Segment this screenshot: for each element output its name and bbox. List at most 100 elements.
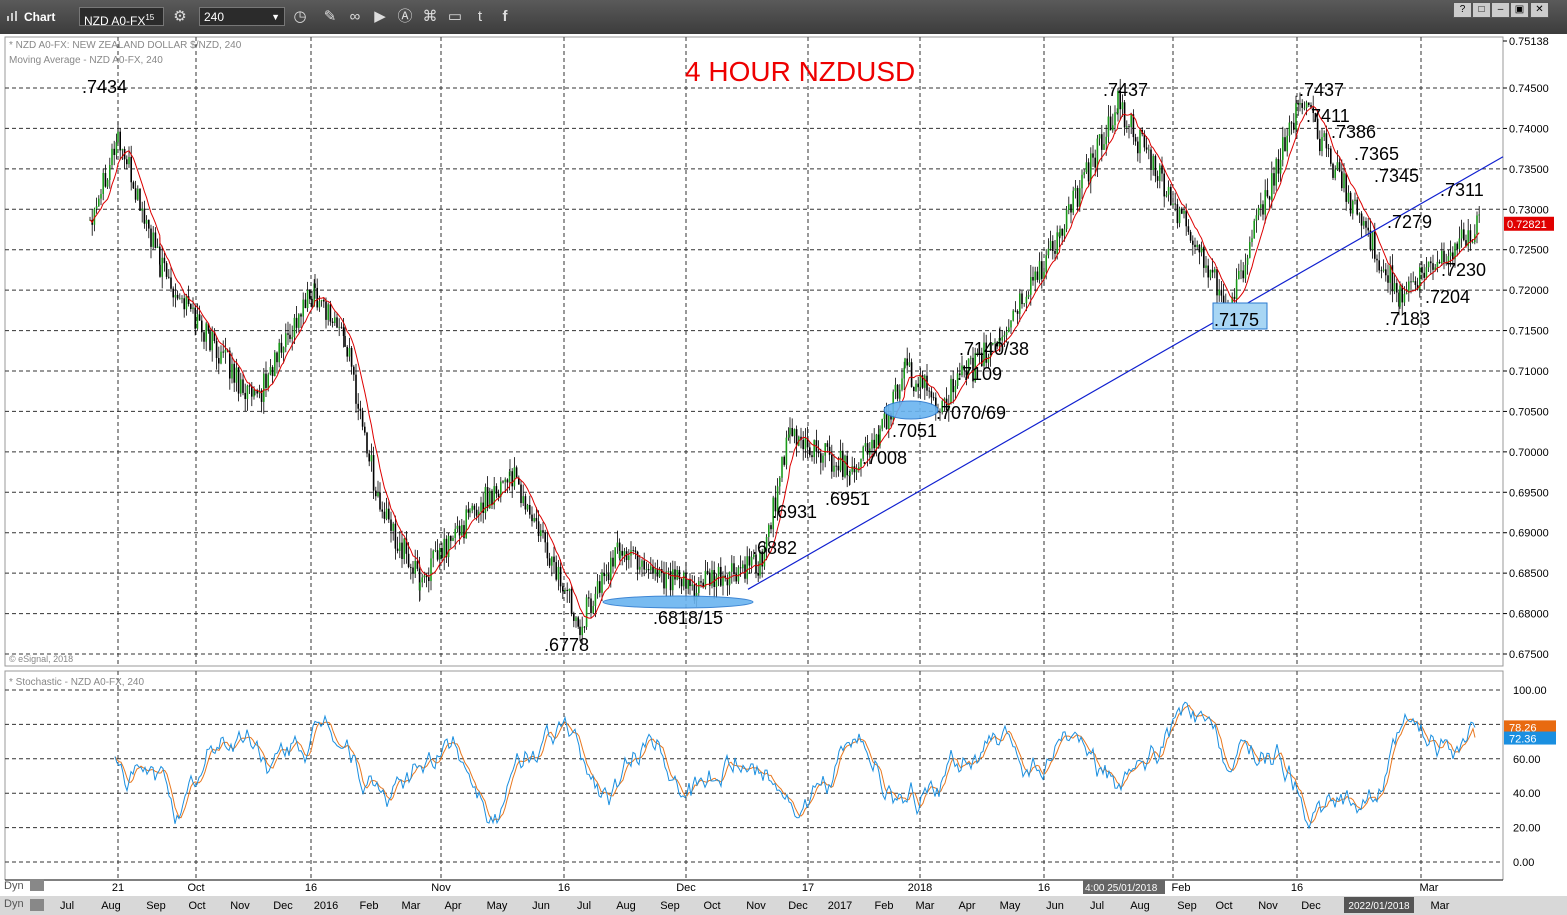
candle-body xyxy=(1412,281,1414,282)
candle-body xyxy=(1101,134,1103,150)
candle-body xyxy=(1036,271,1039,280)
candle-body xyxy=(531,514,533,522)
candle-body xyxy=(423,575,426,578)
link-icon[interactable]: ∞ xyxy=(349,8,361,25)
candle-body xyxy=(596,581,599,594)
chart-icon xyxy=(6,10,18,22)
candle-body xyxy=(1056,232,1058,254)
candle-body xyxy=(359,408,362,411)
candle-body xyxy=(529,504,531,515)
candle-body xyxy=(511,471,513,487)
candle-body xyxy=(1098,134,1101,139)
candle-body xyxy=(687,579,689,589)
candle-body xyxy=(248,385,251,387)
x-axis-lower-label: May xyxy=(487,900,508,912)
candle-body xyxy=(883,413,886,419)
tag-icon[interactable]: ⌘ xyxy=(422,8,438,25)
x-axis-lower-label: 2017 xyxy=(828,900,852,912)
candle-body xyxy=(1061,228,1063,236)
candle-body xyxy=(269,367,272,375)
facebook-icon[interactable]: f xyxy=(502,8,508,25)
play-icon[interactable]: ▶ xyxy=(374,8,386,25)
candle-body xyxy=(824,443,826,456)
candle-body xyxy=(1150,149,1152,170)
candle-body xyxy=(628,555,630,561)
candle-body xyxy=(634,550,637,552)
crosshair-label: 4:00 25/01/2018 xyxy=(1085,883,1158,894)
price-annotation: .7365 xyxy=(1354,144,1399,164)
candle-body xyxy=(1083,172,1085,175)
interval-select[interactable]: 240 ▼ xyxy=(199,7,285,26)
candle-body xyxy=(1032,276,1034,281)
candle-body xyxy=(361,410,364,427)
candle-body xyxy=(1170,186,1172,206)
candle-body xyxy=(553,556,555,563)
candle-body xyxy=(306,290,309,309)
comment-icon[interactable]: ▭ xyxy=(447,8,463,25)
clock-icon[interactable]: ◷ xyxy=(293,8,307,25)
settings-icon[interactable]: ⚙ xyxy=(173,8,187,25)
alert-icon[interactable]: Ⓐ xyxy=(397,8,413,25)
chart-area[interactable]: .7434 .7437 .7437 .7411.7386.7365.7345 .7311… xyxy=(0,34,1567,915)
candle-body xyxy=(770,525,772,530)
candle-body xyxy=(540,530,542,537)
candle-body xyxy=(152,232,154,247)
close-button[interactable]: ✕ xyxy=(1530,2,1549,18)
candle-body xyxy=(267,374,269,388)
candle-body xyxy=(733,563,735,574)
candle-body xyxy=(1176,204,1179,224)
candle-body xyxy=(271,367,274,376)
pencil-icon[interactable]: ✎ xyxy=(323,8,337,25)
price-annotation: .7070/69 xyxy=(936,403,1006,423)
candle-body xyxy=(1203,247,1205,268)
candle-body xyxy=(724,575,726,579)
candle-body xyxy=(939,411,941,413)
candle-body xyxy=(924,375,926,388)
candle-body xyxy=(447,535,450,558)
candle-body xyxy=(407,553,410,568)
candle-body xyxy=(256,390,258,394)
candle-body xyxy=(366,432,368,454)
price-annotation: .6818/15 xyxy=(653,608,723,628)
candle-body xyxy=(1458,238,1461,250)
twitter-icon[interactable]: t xyxy=(477,8,483,25)
candle-body xyxy=(291,337,293,339)
candle-body xyxy=(211,331,213,351)
candle-body xyxy=(1389,265,1391,283)
candle-body xyxy=(313,283,315,307)
maximize-button[interactable]: ▣ xyxy=(1510,2,1529,18)
candle-body xyxy=(1085,162,1088,173)
candle-body xyxy=(804,438,807,450)
candle-body xyxy=(388,508,390,520)
candle-body xyxy=(403,538,405,559)
help-button[interactable]: ? xyxy=(1453,2,1472,18)
candle-body xyxy=(753,554,755,558)
x-axis-lower-label: Oct xyxy=(703,900,720,912)
candle-body xyxy=(871,439,873,449)
candle-body xyxy=(996,342,998,347)
candle-body xyxy=(864,443,867,447)
candle-body xyxy=(1052,241,1054,251)
price-axis-label: 0.68500 xyxy=(1509,568,1549,580)
x-axis-lower-label: Mar xyxy=(1431,900,1450,912)
price-pane: .7434 .7437 .7437 .7411.7386.7365.7345 .7311… xyxy=(82,77,1504,655)
x-axis-lower-label: Dec xyxy=(273,900,293,912)
candle-body xyxy=(274,352,276,376)
main-pane-header: * NZD A0-FX: NEW ZEALAND DOLLAR $/NZD, 2… xyxy=(9,40,242,51)
candle-body xyxy=(535,517,538,522)
candle-body xyxy=(276,352,278,363)
candle-body xyxy=(1139,129,1141,154)
price-axis-label: 0.72500 xyxy=(1509,245,1549,257)
candle-body xyxy=(263,373,265,402)
candle-body xyxy=(768,525,770,538)
candle-body xyxy=(1025,296,1028,304)
candle-body xyxy=(1209,269,1212,278)
minimize-button[interactable]: – xyxy=(1491,2,1510,18)
chart-canvas[interactable]: .7434 .7437 .7437 .7411.7386.7365.7345 .7311… xyxy=(0,34,1567,915)
x-axis-lower-label: Feb xyxy=(360,900,379,912)
restore-button[interactable]: □ xyxy=(1472,2,1491,18)
candle-body xyxy=(614,547,616,567)
candle-body xyxy=(1016,311,1019,314)
candle-body xyxy=(401,542,403,559)
symbol-input[interactable]: NZD A0-FX15 xyxy=(79,7,164,28)
